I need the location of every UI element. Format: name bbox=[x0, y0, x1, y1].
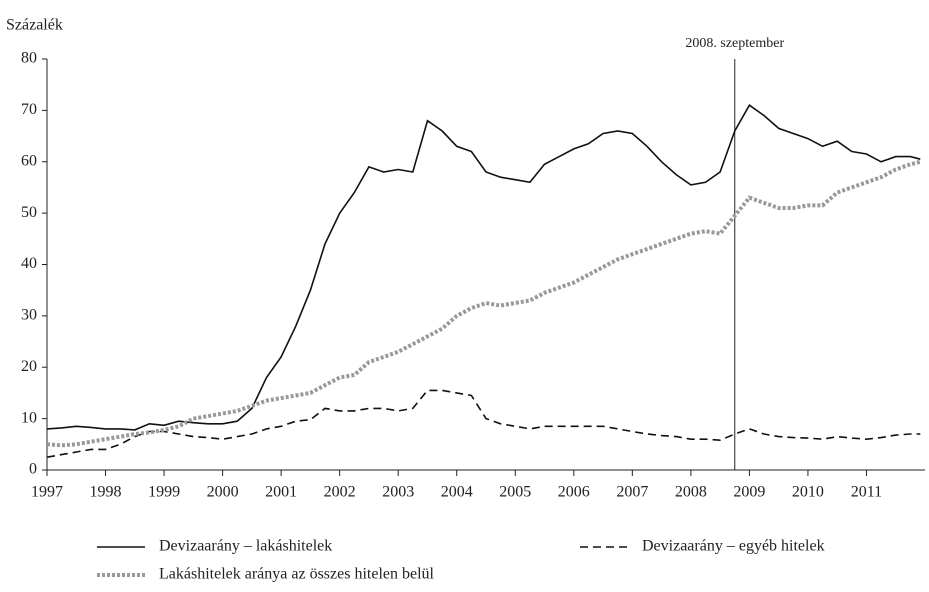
x-tick-label: 2004 bbox=[441, 484, 473, 501]
x-tick-label: 1999 bbox=[148, 484, 180, 501]
y-tick-label: 60 bbox=[21, 152, 37, 169]
series-line bbox=[46, 159, 921, 448]
x-tick-label: 2003 bbox=[382, 484, 414, 501]
x-tick-label: 2000 bbox=[207, 484, 239, 501]
legend-label: Devizaarány – egyéb hitelek bbox=[642, 538, 825, 555]
x-tick-label: 2009 bbox=[733, 484, 765, 501]
series-line bbox=[46, 389, 921, 458]
annotation-label: 2008. szeptember bbox=[685, 36, 784, 51]
x-tick-label: 2005 bbox=[499, 484, 531, 501]
x-tick-label: 1997 bbox=[31, 484, 63, 501]
x-tick-label: 2002 bbox=[324, 484, 356, 501]
x-tick-label: 2008 bbox=[675, 484, 707, 501]
legend-label: Lakáshitelek aránya az összes hitelen be… bbox=[159, 566, 435, 583]
x-tick-label: 1998 bbox=[90, 484, 122, 501]
legend-label: Devizaarány – lakáshitelek bbox=[159, 538, 332, 555]
y-tick-label: 80 bbox=[21, 50, 37, 67]
x-tick-label: 2006 bbox=[558, 484, 590, 501]
y-tick-label: 0 bbox=[29, 461, 37, 478]
y-tick-label: 70 bbox=[21, 101, 37, 118]
series-line bbox=[46, 104, 921, 431]
x-tick-label: 2011 bbox=[851, 484, 882, 501]
x-tick-label: 2001 bbox=[265, 484, 297, 501]
y-tick-label: 20 bbox=[21, 358, 37, 375]
y-axis-label: Százalék bbox=[6, 17, 63, 34]
y-tick-label: 30 bbox=[21, 307, 37, 324]
y-tick-label: 10 bbox=[21, 409, 37, 426]
y-tick-label: 40 bbox=[21, 255, 37, 272]
x-tick-label: 2010 bbox=[792, 484, 824, 501]
y-tick-label: 50 bbox=[21, 204, 37, 221]
x-tick-label: 2007 bbox=[616, 484, 648, 501]
